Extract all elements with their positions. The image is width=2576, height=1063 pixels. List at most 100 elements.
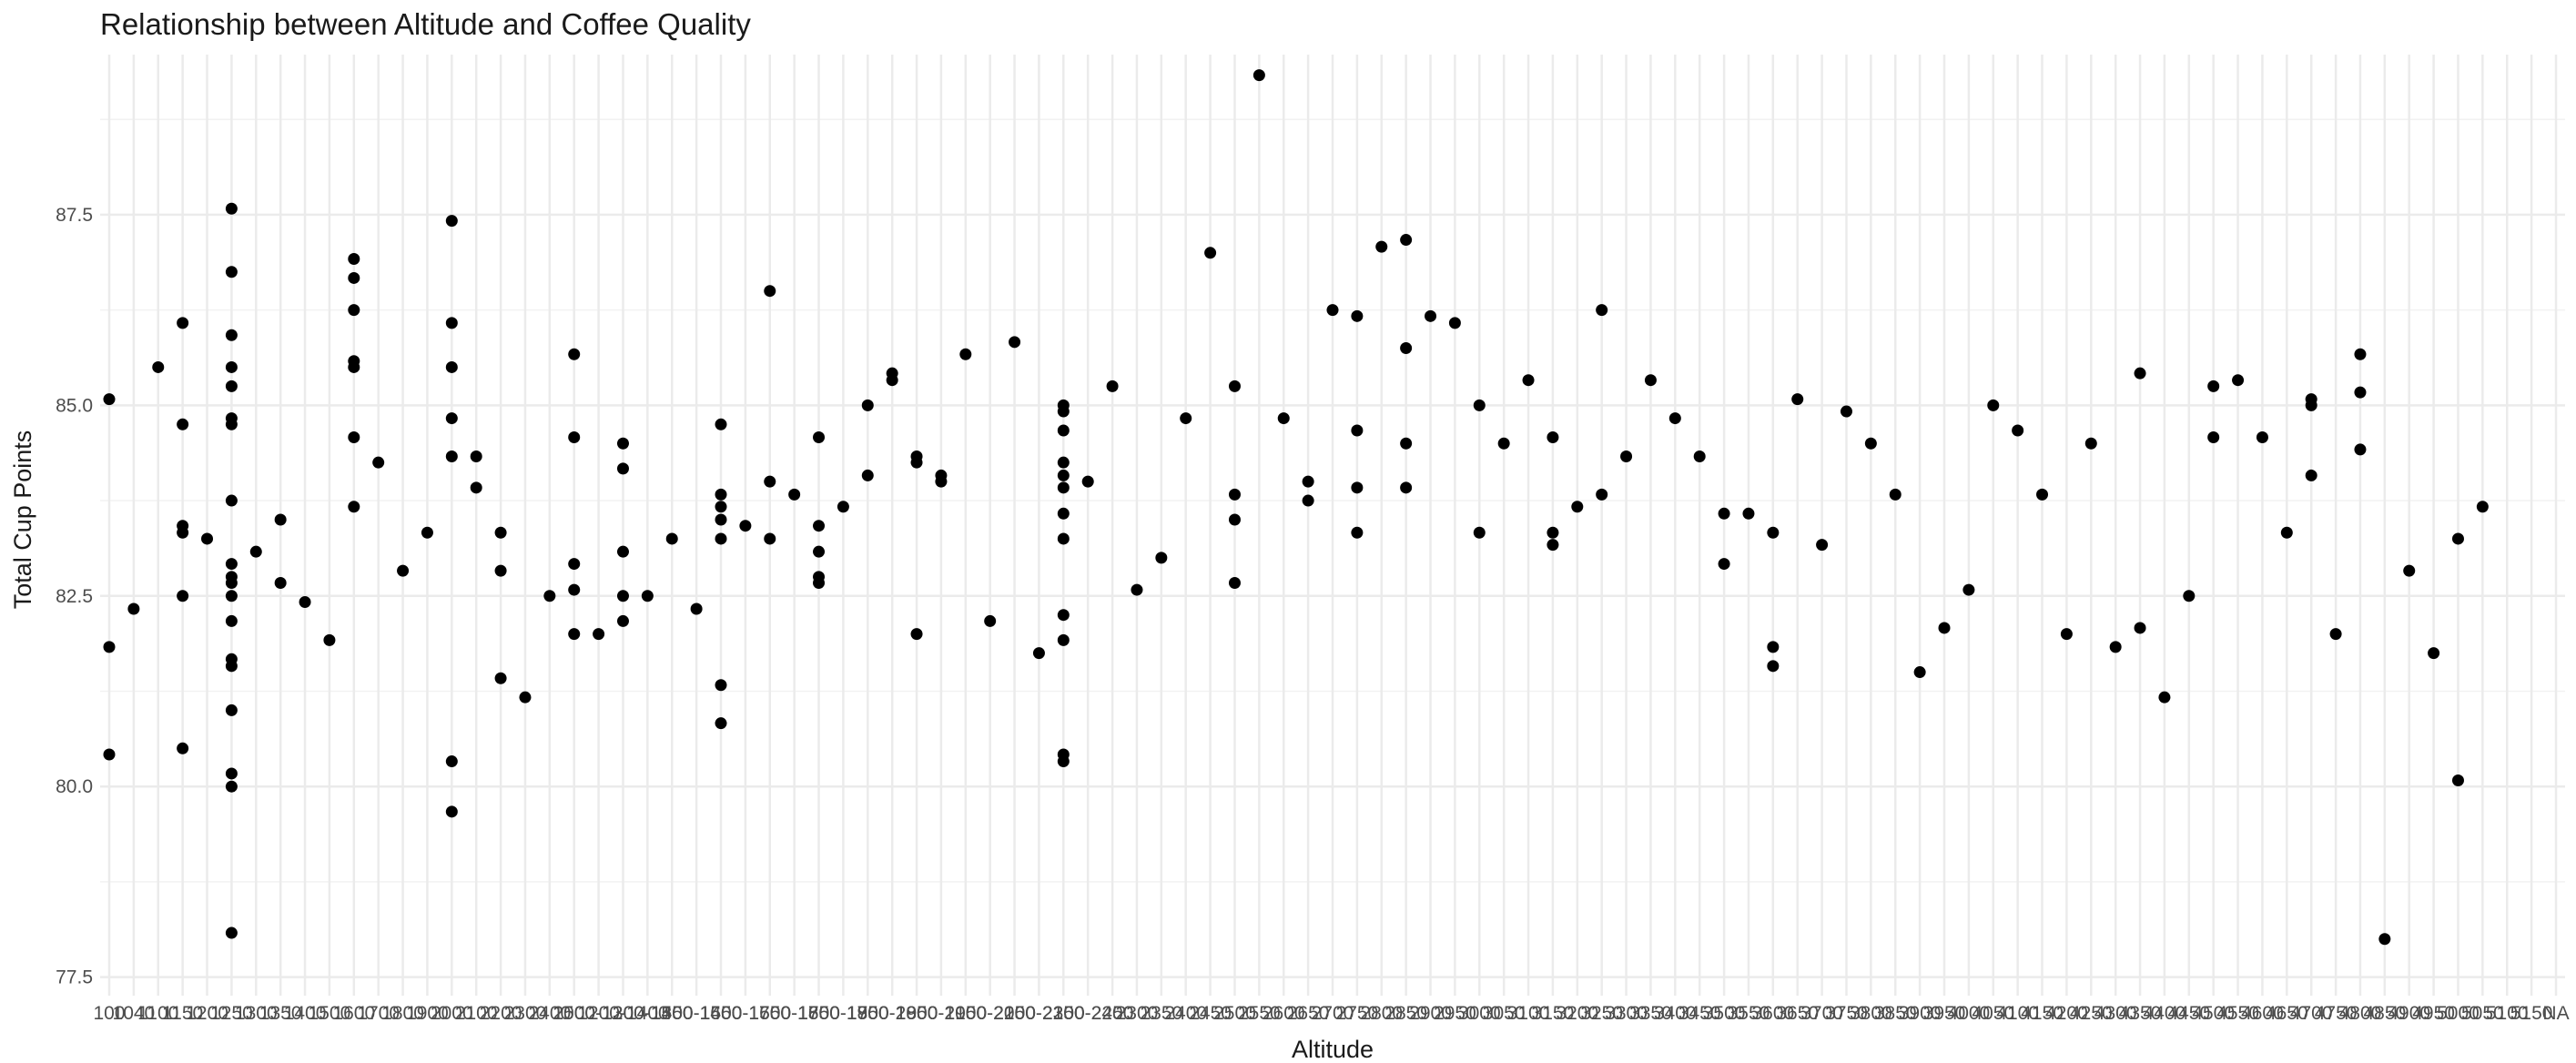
x-tick-label: 5000 [2437,1003,2480,1024]
data-point [1718,558,1730,571]
data-point [715,717,727,730]
x-tick-label: 3400 [1654,1003,1697,1024]
x-tick-label: 1900-2100 [896,1003,987,1024]
data-point [445,317,458,329]
x-tick-label: 2400 [1164,1003,1207,1024]
x-tick-label: 1750 [847,1003,889,1024]
data-point [1668,412,1681,425]
x-tick-label: 1600 [332,1003,375,1024]
data-point [1840,405,1852,418]
data-point [1302,475,1314,488]
data-point [1351,526,1364,539]
data-point [813,577,826,590]
data-point [1057,507,1070,520]
data-point [813,520,826,532]
data-point [2451,532,2464,545]
x-tick-label: 5150 [2510,1003,2553,1024]
x-tick-label: 1000-1200 [553,1003,644,1024]
x-tick-label: 3550 [1728,1003,1770,1024]
data-point [152,360,165,373]
data-point [348,271,360,284]
data-point [1987,399,2000,411]
data-point [788,488,801,501]
x-tick-label: 3450 [1678,1003,1721,1024]
data-point [1864,437,1877,450]
data-point [715,488,727,501]
data-point [764,532,776,545]
data-point [2403,564,2416,577]
data-point [1693,450,1706,462]
x-axis-tick-labels: 1001040110011501200125013001350140015001… [93,1003,2569,1024]
x-tick-label: 5050 [2461,1003,2504,1024]
y-tick-label: 77.5 [56,967,93,988]
data-point [1228,577,1241,590]
data-point [1497,437,1510,450]
x-tick-label: 4850 [2363,1003,2406,1024]
data-point [2256,431,2268,444]
x-tick-label: 2750 [1336,1003,1379,1024]
x-tick-label: 1800-2000 [847,1003,938,1024]
data-point [177,317,189,329]
x-tick-label: 1150 [162,1003,203,1024]
data-point [225,767,238,780]
data-point [1057,424,1070,437]
x-tick-label: 4550 [2216,1003,2259,1024]
x-tick-label: 3800 [1850,1003,1892,1024]
data-point [935,475,948,488]
data-point [397,564,410,577]
data-point [568,558,581,571]
data-point [1057,633,1070,646]
x-tick-label: 4050 [1972,1003,2014,1024]
x-tick-label: 2550 [1238,1003,1281,1024]
x-tick-label: 2950 [1434,1003,1476,1024]
data-point [616,590,629,602]
data-point [445,805,458,818]
data-point [1057,456,1070,469]
y-axis-title: Total Cup Points [9,430,36,610]
x-tick-label: 4900 [2388,1003,2430,1024]
x-tick-label: 1850 [896,1003,938,1024]
data-point [568,348,581,360]
data-point [225,926,238,939]
data-point [348,431,360,444]
data-point [2134,367,2146,380]
data-point [445,450,458,462]
data-point [813,431,826,444]
data-point [225,558,238,571]
x-tick-label: 4200 [2045,1003,2088,1024]
x-tick-label: 100 [93,1003,125,1024]
major-gridlines [100,55,2565,996]
data-point [225,360,238,373]
data-point [1253,69,1265,82]
data-point [225,577,238,590]
data-point [348,253,360,266]
data-point [2232,374,2245,387]
data-point [959,348,972,360]
data-point [1596,488,1608,501]
x-tick-label: 1350 [259,1003,302,1024]
chart-title: Relationship between Altitude and Coffee… [100,7,751,41]
data-point [1057,532,1070,545]
x-tick-label: 4650 [2266,1003,2308,1024]
x-tick-label: 4950 [2412,1003,2455,1024]
x-tick-label: 4300 [2094,1003,2137,1024]
data-point [1400,437,1413,450]
data-point [348,501,360,513]
x-tick-label: 1300 [235,1003,278,1024]
data-point [1962,583,1975,596]
x-tick-label: 1350 [651,1003,694,1024]
x-tick-label: 4700 [2290,1003,2333,1024]
x-tick-label: 2700 [1312,1003,1354,1024]
data-point [715,513,727,526]
data-point [225,329,238,341]
data-point [715,679,727,692]
data-point [1277,412,1290,425]
x-tick-label: 4150 [2021,1003,2064,1024]
data-point [445,755,458,768]
data-point [1547,526,1559,539]
data-point [1228,380,1241,392]
data-point [1425,309,1437,322]
x-tick-label: 2200 [480,1003,522,1024]
x-tick-label: 2650 [1287,1003,1330,1024]
data-point [1326,304,1339,317]
